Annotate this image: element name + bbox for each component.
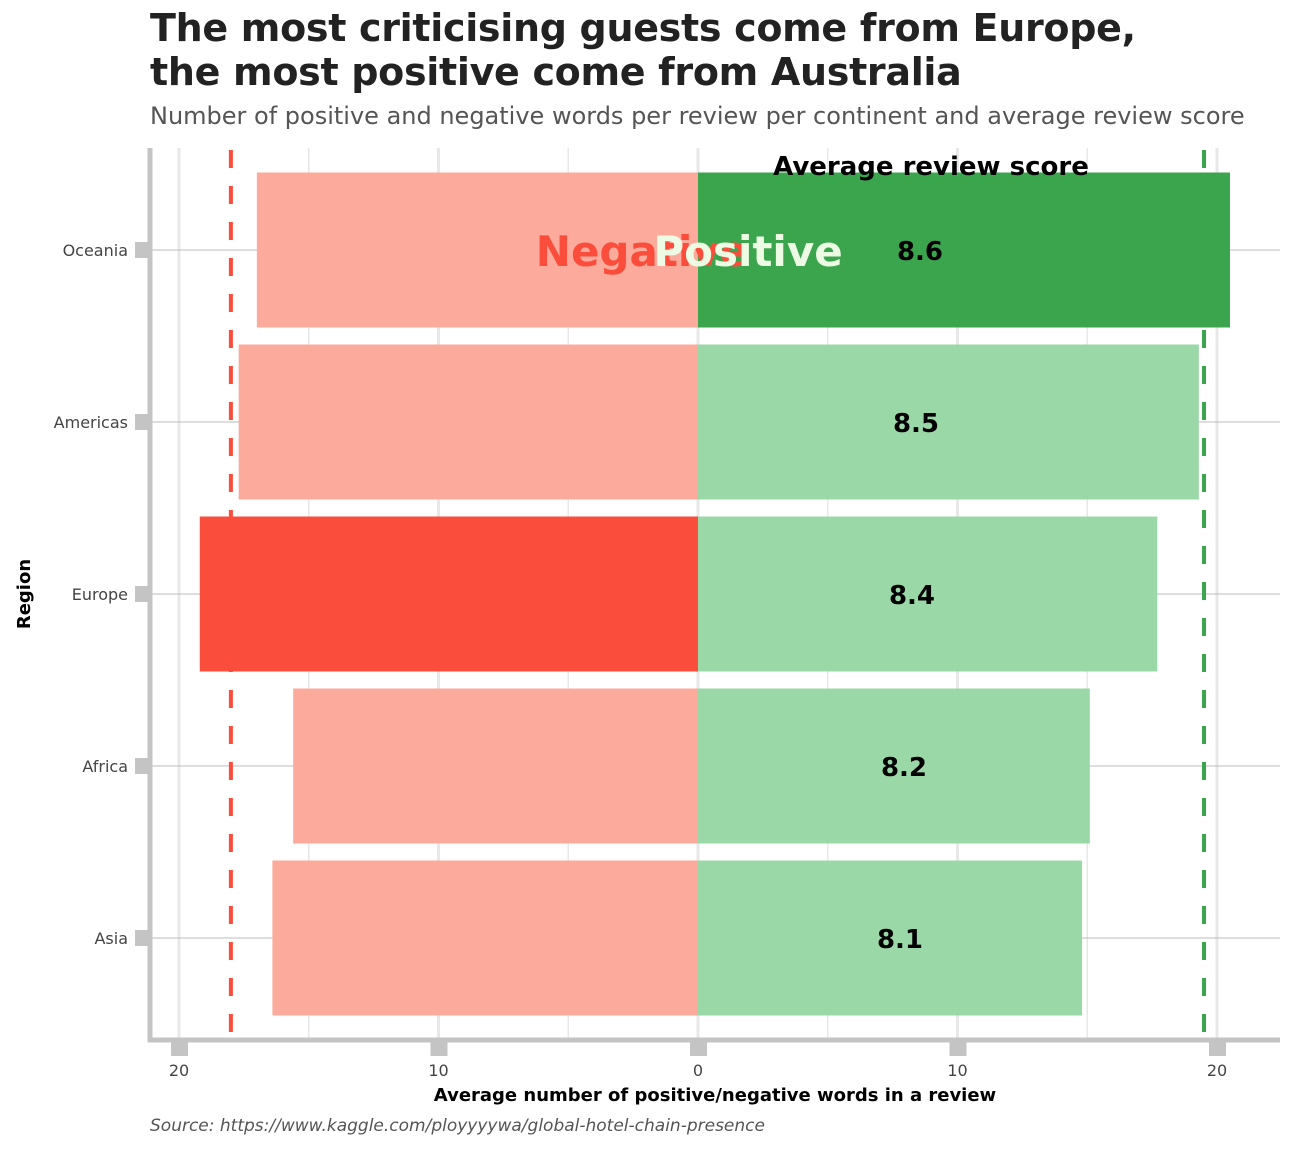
x-tick-label: 10 [428,1061,448,1080]
bar-negative-africa [293,688,698,844]
y-tick-label: Oceania [63,241,128,260]
chart-title: The most criticising guests come from Eu… [150,6,1136,94]
score-label-asia: 8.1 [877,925,923,955]
x-tick [949,1042,967,1056]
y-tick [135,242,149,258]
x-axis-title: Average number of positive/negative word… [434,1085,996,1106]
bar-positive-oceania [698,172,1230,328]
score-label-oceania: 8.6 [897,237,943,267]
score-label-americas: 8.5 [893,409,939,439]
bar-negative-asia [272,860,698,1016]
y-tick [135,414,149,430]
y-tick-label: Asia [94,929,128,948]
x-tick-label: 0 [693,1061,703,1080]
x-tick-label: 10 [947,1061,967,1080]
score-label-africa: 8.2 [881,753,927,783]
bar-positive-europe [698,516,1158,672]
title-line-1: The most criticising guests come from Eu… [150,6,1136,50]
chart-subtitle: Number of positive and negative words pe… [150,102,1245,130]
source-caption: Source: https://www.kaggle.com/ployyyywa… [150,1116,765,1136]
labels: Average review score 8.6 8.5 8.4 8.2 8.1 Negat… [536,152,1089,955]
score-header: Average review score [773,152,1089,182]
bar-positive-africa [698,688,1090,844]
y-tick [135,586,149,602]
y-tick-label: Europe [72,585,128,604]
x-tick [1209,1042,1226,1056]
x-tick-label: 20 [169,1061,189,1080]
axes: Oceania Americas Europe Africa Asia 20 10 0 10 20… [14,148,1280,1106]
bar-positive-americas [698,344,1199,500]
annotation-positive: Positive [653,227,842,276]
bar-negative-europe [199,516,698,672]
bar-negative-oceania [256,172,698,328]
y-tick-label: Americas [54,413,128,432]
reference-lines [228,150,1207,1036]
annotation-negative: Negative [536,227,748,276]
y-tick [135,758,149,774]
y-tick-label: Africa [82,757,128,776]
bar-positive-asia [698,860,1083,1016]
bars [199,172,1230,1016]
y-axis-title: Region [14,559,35,629]
x-tick [430,1042,448,1056]
x-tick-label: 20 [1207,1061,1227,1080]
y-tick [135,930,149,946]
x-tick [690,1042,707,1056]
bar-negative-americas [238,344,698,500]
x-tick [171,1042,188,1056]
score-label-europe: 8.4 [889,581,935,611]
title-line-2: the most positive come from Australia [150,50,962,94]
